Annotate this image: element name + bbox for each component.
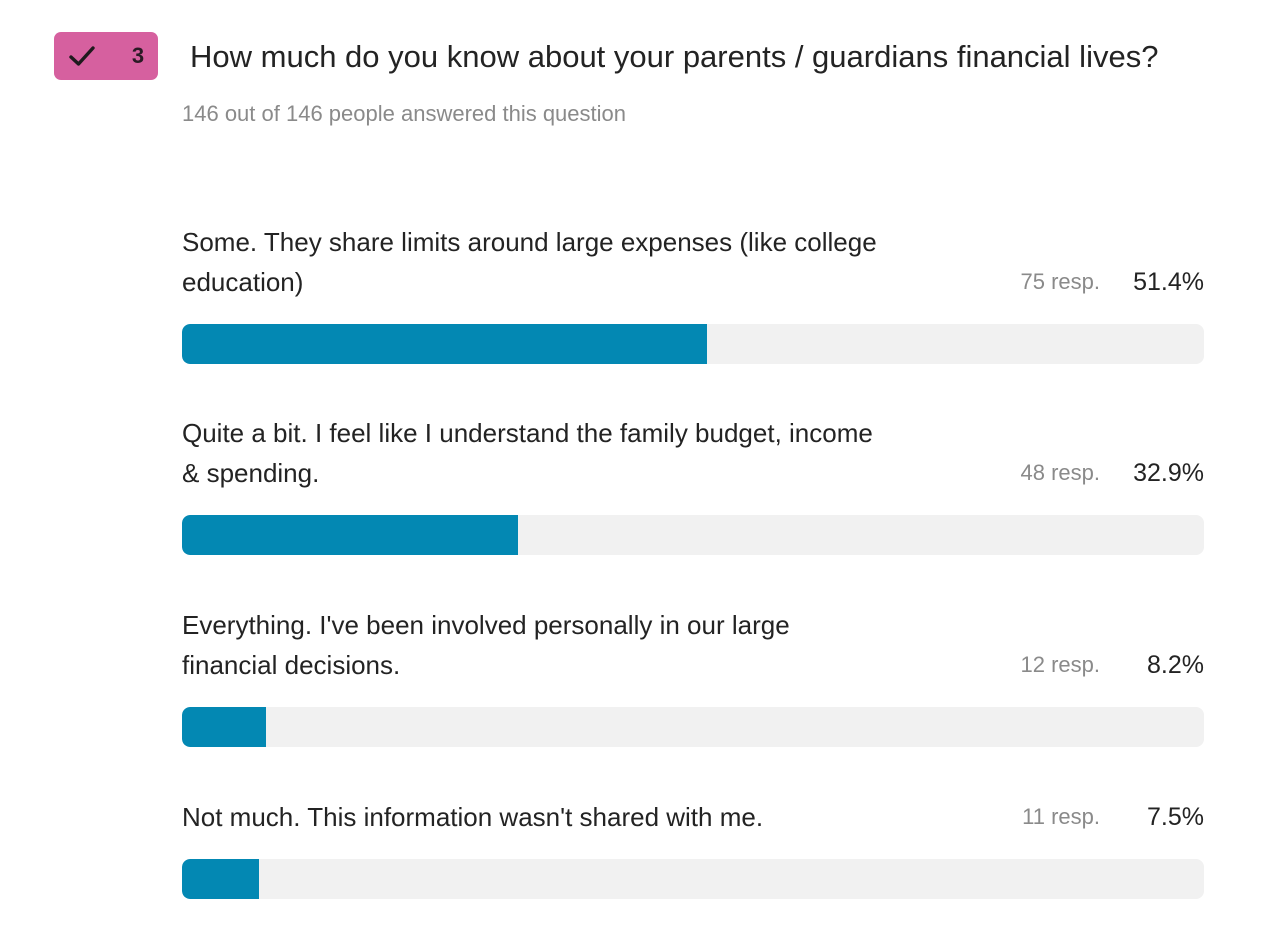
answer-label: Quite a bit. I feel like I understand th… <box>182 418 873 488</box>
bar-track <box>182 859 1204 899</box>
answered-count: 146 out of 146 people answered this ques… <box>182 101 626 126</box>
answer-row: Not much. This information wasn't shared… <box>182 797 1204 939</box>
answer-label: Some. They share limits around large exp… <box>182 227 877 297</box>
answer-row: Quite a bit. I feel like I understand th… <box>182 413 1204 595</box>
answer-row: Everything. I've been involved personall… <box>182 605 1204 787</box>
bar-fill <box>182 707 266 747</box>
answer-label: Not much. This information wasn't shared… <box>182 802 764 832</box>
bar-track <box>182 515 1204 555</box>
bar-fill <box>182 859 259 899</box>
bar-track <box>182 707 1204 747</box>
bar-fill <box>182 324 707 364</box>
question-number-badge: 3 <box>54 32 158 80</box>
response-count: 11 resp. <box>1022 804 1100 829</box>
question-title: How much do you know about your parents … <box>190 39 1159 74</box>
response-percent: 32.9% <box>1133 459 1204 487</box>
answer-row: Some. They share limits around large exp… <box>182 222 1204 404</box>
question-number: 3 <box>131 43 145 68</box>
response-count: 12 resp. <box>1020 652 1101 677</box>
response-percent: 51.4% <box>1133 268 1204 296</box>
answer-label: Everything. I've been involved personall… <box>182 610 790 680</box>
response-percent: 7.5% <box>1147 803 1204 831</box>
check-icon <box>69 46 95 66</box>
response-count: 75 resp. <box>1020 269 1101 294</box>
response-count: 48 resp. <box>1020 460 1101 485</box>
bar-track <box>182 324 1204 364</box>
bar-fill <box>182 515 518 555</box>
response-percent: 8.2% <box>1147 651 1204 679</box>
